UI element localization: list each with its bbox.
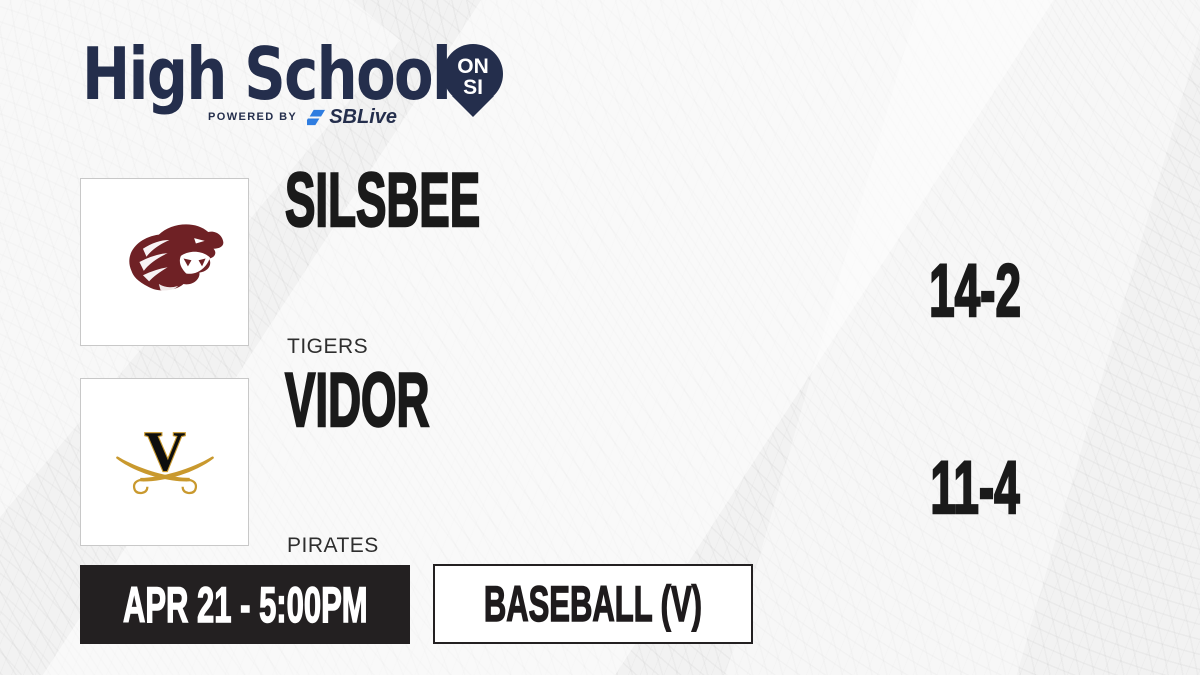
powered-by-row: POWERED BY SBLive (208, 105, 397, 129)
event-sport-box: BASEBALL (V) (433, 564, 753, 644)
powered-by-label: POWERED BY (208, 111, 298, 123)
team-name: VIDOR (284, 358, 430, 443)
team-record: 11-4 (930, 446, 1021, 529)
sblive-wordmark: SBLive (329, 105, 397, 128)
team-name: SILSBEE (284, 158, 481, 243)
brand-title: High School (82, 32, 452, 116)
team-mascot: TIGERS (287, 335, 369, 358)
team-mascot: PIRATES (287, 534, 379, 557)
event-sport: BASEBALL (V) (483, 576, 703, 632)
svg-text:V: V (144, 421, 185, 483)
vidor-pirates-logo-icon: V (115, 420, 214, 495)
team-logo-box: V (80, 378, 249, 546)
event-datetime: APR 21 - 5:00PM (122, 576, 368, 633)
sblive-logo: SBLive (307, 106, 397, 129)
silsbee-tigers-logo-icon (128, 224, 223, 291)
team-record: 14-2 (928, 249, 1021, 332)
team-logo-box (80, 178, 249, 346)
event-datetime-box: APR 21 - 5:00PM (80, 565, 410, 644)
badge-text-on: ON (457, 55, 489, 78)
badge-text-si: SI (463, 76, 483, 99)
sblive-icon (307, 109, 326, 125)
on-si-pin-badge-icon: ON SI (443, 44, 503, 117)
